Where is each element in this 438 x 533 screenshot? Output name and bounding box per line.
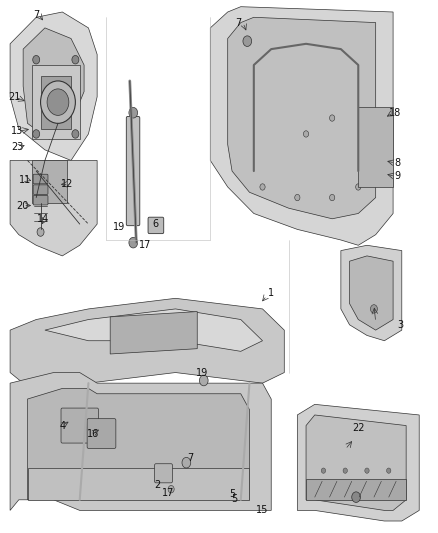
Text: 7: 7 xyxy=(33,10,39,20)
Text: 17: 17 xyxy=(162,488,174,498)
Circle shape xyxy=(329,115,335,121)
FancyBboxPatch shape xyxy=(148,217,164,233)
Circle shape xyxy=(295,195,300,201)
FancyBboxPatch shape xyxy=(33,174,48,184)
Polygon shape xyxy=(10,298,284,394)
Circle shape xyxy=(129,108,138,118)
Circle shape xyxy=(365,468,369,473)
Text: 1: 1 xyxy=(268,288,274,298)
Circle shape xyxy=(33,55,40,64)
Polygon shape xyxy=(306,415,406,511)
Polygon shape xyxy=(41,76,71,128)
Circle shape xyxy=(371,305,378,313)
Circle shape xyxy=(356,184,361,190)
Circle shape xyxy=(37,228,44,236)
FancyBboxPatch shape xyxy=(126,116,140,225)
FancyBboxPatch shape xyxy=(87,419,116,448)
Text: 17: 17 xyxy=(139,240,151,251)
Polygon shape xyxy=(28,389,250,500)
Circle shape xyxy=(182,457,191,468)
Polygon shape xyxy=(10,160,97,256)
Circle shape xyxy=(47,89,69,115)
Circle shape xyxy=(129,237,138,248)
Circle shape xyxy=(72,55,79,64)
FancyBboxPatch shape xyxy=(33,196,48,205)
Text: 2: 2 xyxy=(154,480,160,490)
Text: 20: 20 xyxy=(16,200,28,211)
Polygon shape xyxy=(341,245,402,341)
Text: 3: 3 xyxy=(397,320,403,330)
Circle shape xyxy=(329,195,335,201)
Text: 18: 18 xyxy=(389,108,401,118)
Circle shape xyxy=(168,486,174,493)
Polygon shape xyxy=(32,65,80,139)
Polygon shape xyxy=(110,312,197,354)
Text: 5: 5 xyxy=(229,489,235,499)
Polygon shape xyxy=(297,405,419,521)
FancyBboxPatch shape xyxy=(61,408,99,443)
Text: 5: 5 xyxy=(231,494,237,504)
Text: 7: 7 xyxy=(187,454,194,463)
Circle shape xyxy=(343,468,347,473)
Circle shape xyxy=(304,131,309,137)
FancyBboxPatch shape xyxy=(155,464,173,483)
Text: 7: 7 xyxy=(236,18,242,28)
Text: 8: 8 xyxy=(394,158,400,168)
Text: 15: 15 xyxy=(256,505,268,515)
Text: 12: 12 xyxy=(60,179,73,189)
Circle shape xyxy=(72,130,79,138)
Circle shape xyxy=(260,184,265,190)
Text: 9: 9 xyxy=(394,172,400,181)
Polygon shape xyxy=(358,108,393,187)
Text: 19: 19 xyxy=(113,222,125,232)
Polygon shape xyxy=(10,12,97,160)
Polygon shape xyxy=(28,468,250,500)
FancyBboxPatch shape xyxy=(33,185,48,195)
Text: 4: 4 xyxy=(59,421,65,431)
Circle shape xyxy=(387,468,391,473)
Polygon shape xyxy=(210,7,393,245)
Text: 21: 21 xyxy=(8,92,21,102)
Text: 13: 13 xyxy=(11,126,23,136)
Text: 11: 11 xyxy=(19,174,32,184)
Text: 14: 14 xyxy=(37,214,49,224)
Circle shape xyxy=(321,468,325,473)
Text: 22: 22 xyxy=(352,423,364,433)
Text: 6: 6 xyxy=(153,219,159,229)
Circle shape xyxy=(352,492,360,503)
Polygon shape xyxy=(228,17,376,219)
Polygon shape xyxy=(23,28,84,139)
Polygon shape xyxy=(10,373,271,511)
Text: 19: 19 xyxy=(196,368,208,377)
Circle shape xyxy=(33,130,40,138)
Polygon shape xyxy=(45,309,262,351)
Text: 16: 16 xyxy=(87,429,99,439)
Circle shape xyxy=(243,36,252,46)
Circle shape xyxy=(199,375,208,386)
Circle shape xyxy=(41,81,75,123)
Polygon shape xyxy=(306,479,406,500)
Text: 23: 23 xyxy=(11,142,23,152)
Polygon shape xyxy=(32,160,67,203)
Polygon shape xyxy=(350,256,393,330)
